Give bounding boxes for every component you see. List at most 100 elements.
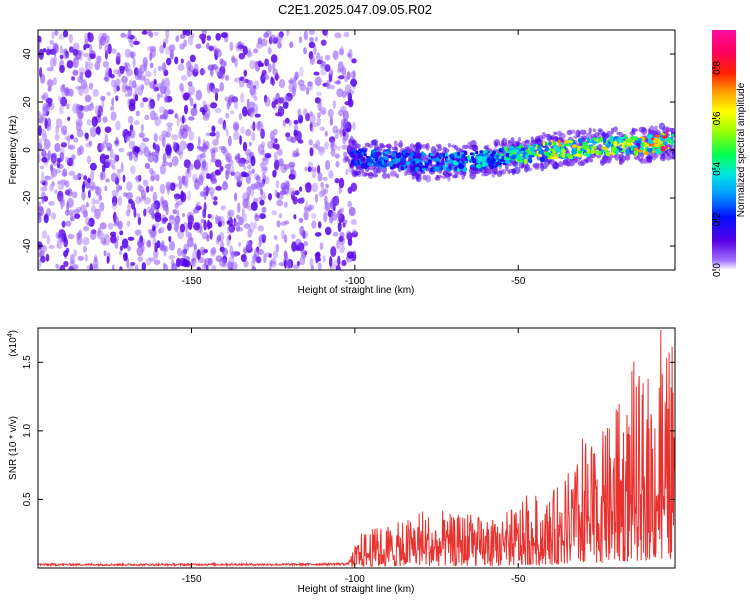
noise-blob bbox=[124, 134, 131, 142]
noise-blob bbox=[138, 174, 142, 182]
noise-blob bbox=[270, 258, 277, 265]
signal-core-blob bbox=[382, 155, 388, 161]
noise-blob bbox=[224, 163, 231, 170]
noise-blob bbox=[38, 125, 42, 137]
noise-blob bbox=[253, 48, 259, 54]
noise-blob bbox=[249, 221, 255, 233]
noise-blob bbox=[200, 152, 206, 159]
noise-blob bbox=[47, 117, 51, 127]
noise-blob bbox=[202, 113, 210, 121]
noise-blob bbox=[135, 195, 141, 205]
noise-blob bbox=[149, 81, 156, 89]
noise-blob bbox=[243, 260, 249, 268]
noise-blob bbox=[225, 169, 231, 176]
spectrogram-y-tick-label: -20 bbox=[22, 190, 33, 205]
noise-blob bbox=[302, 108, 308, 116]
noise-blob bbox=[90, 229, 97, 241]
noise-blob bbox=[201, 161, 209, 171]
noise-blob bbox=[329, 200, 336, 210]
noise-blob bbox=[145, 185, 150, 193]
noise-blob bbox=[215, 33, 221, 41]
noise-blob bbox=[289, 41, 294, 48]
noise-blob bbox=[162, 217, 169, 222]
noise-blob bbox=[307, 207, 312, 212]
signal-core-blob bbox=[498, 153, 505, 156]
noise-blob bbox=[211, 247, 217, 255]
noise-blob bbox=[116, 168, 122, 174]
noise-blob bbox=[165, 181, 172, 191]
noise-blob bbox=[181, 175, 186, 185]
noise-blob bbox=[101, 98, 105, 108]
signal-halo-blob bbox=[382, 172, 388, 179]
noise-blob bbox=[311, 122, 319, 128]
noise-blob bbox=[272, 142, 276, 149]
noise-blob bbox=[210, 67, 214, 77]
noise-blob bbox=[318, 190, 325, 198]
noise-blob bbox=[105, 178, 110, 183]
noise-blob bbox=[174, 112, 178, 118]
noise-blob bbox=[280, 221, 288, 227]
noise-blob bbox=[305, 182, 312, 193]
noise-blob bbox=[249, 101, 256, 107]
noise-blob bbox=[219, 70, 225, 80]
noise-blob bbox=[347, 186, 353, 194]
noise-blob bbox=[53, 47, 57, 57]
signal-halo-blob bbox=[585, 159, 589, 164]
noise-blob bbox=[345, 168, 349, 176]
noise-blob bbox=[84, 216, 90, 226]
signal-halo-blob bbox=[671, 151, 675, 160]
noise-blob bbox=[273, 159, 280, 170]
signal-halo-blob bbox=[619, 155, 626, 163]
snr-x-tick-label: -50 bbox=[511, 574, 526, 585]
noise-blob bbox=[178, 128, 184, 140]
noise-blob bbox=[166, 57, 172, 66]
noise-blob bbox=[327, 108, 334, 118]
signal-core-blob bbox=[529, 146, 536, 152]
signal-core-blob bbox=[610, 146, 617, 152]
noise-blob bbox=[186, 60, 192, 70]
noise-blob bbox=[324, 130, 328, 137]
noise-blob bbox=[316, 116, 321, 126]
noise-blob bbox=[113, 84, 118, 94]
noise-blob bbox=[193, 243, 197, 251]
noise-blob bbox=[158, 93, 164, 98]
noise-blob bbox=[195, 43, 202, 49]
noise-blob bbox=[206, 35, 211, 41]
noise-blob bbox=[261, 206, 267, 213]
noise-blob bbox=[203, 202, 207, 213]
noise-blob bbox=[110, 48, 117, 54]
noise-blob bbox=[226, 235, 231, 247]
noise-blob bbox=[165, 30, 170, 39]
noise-blob bbox=[245, 240, 252, 252]
noise-blob bbox=[97, 109, 101, 118]
noise-blob bbox=[49, 183, 54, 192]
signal-core-blob bbox=[527, 144, 531, 149]
noise-blob bbox=[113, 153, 117, 164]
signal-core-blob bbox=[363, 153, 367, 157]
signal-core-blob bbox=[475, 163, 482, 169]
noise-blob bbox=[229, 41, 234, 52]
noise-blob bbox=[103, 235, 111, 246]
noise-blob bbox=[51, 31, 55, 40]
noise-blob bbox=[104, 44, 109, 54]
noise-blob bbox=[211, 214, 214, 220]
noise-blob bbox=[111, 195, 118, 207]
noise-blob bbox=[146, 206, 152, 213]
noise-blob bbox=[303, 241, 309, 247]
signal-halo-blob bbox=[649, 125, 655, 134]
signal-core-blob bbox=[663, 142, 668, 146]
noise-blob bbox=[56, 238, 63, 249]
noise-blob bbox=[148, 257, 156, 262]
noise-blob bbox=[41, 196, 45, 204]
noise-blob bbox=[99, 36, 106, 46]
signal-halo-blob bbox=[541, 131, 546, 140]
signal-halo-blob bbox=[558, 161, 564, 168]
noise-blob bbox=[283, 163, 288, 171]
signal-core-blob bbox=[490, 152, 495, 157]
noise-blob bbox=[322, 255, 326, 263]
noise-blob bbox=[76, 232, 81, 240]
noise-blob bbox=[46, 48, 51, 56]
signal-core-blob bbox=[528, 157, 533, 164]
signal-core-blob bbox=[660, 145, 665, 152]
noise-blob bbox=[151, 151, 156, 157]
